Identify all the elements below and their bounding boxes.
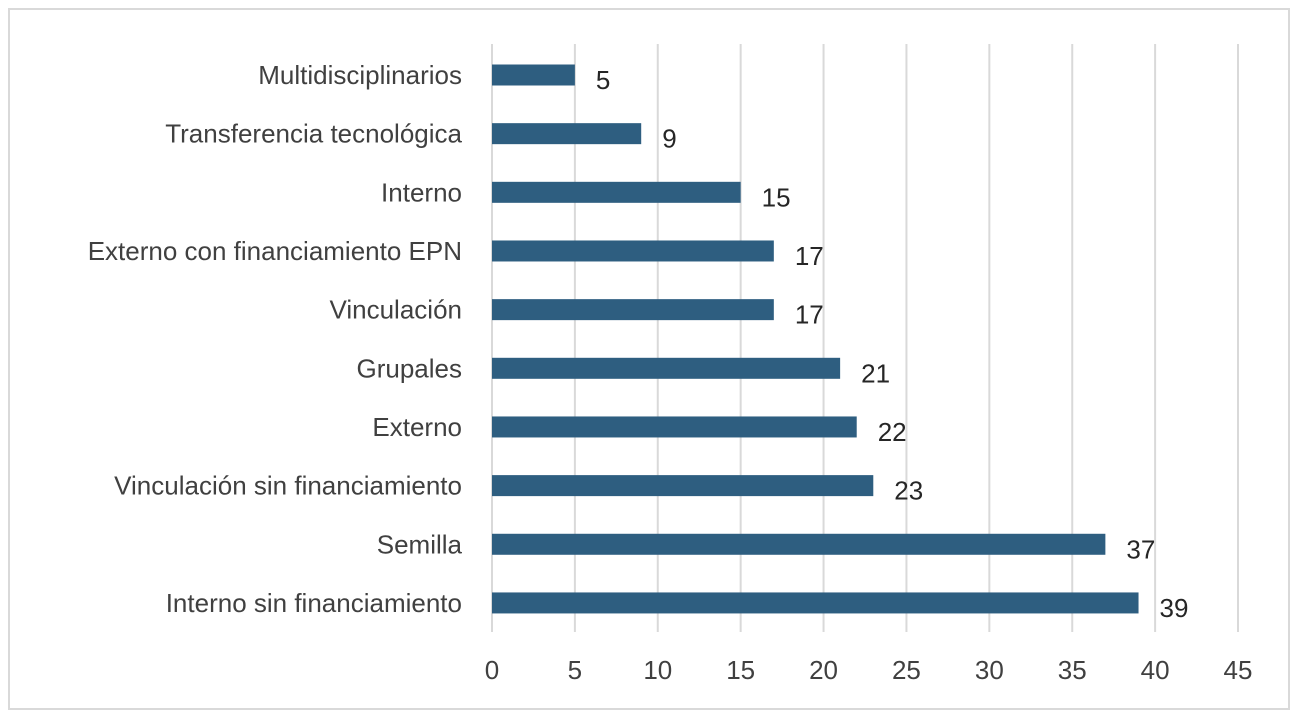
- data-label: 9: [662, 124, 676, 154]
- bar: [492, 299, 774, 321]
- bar: [492, 64, 575, 86]
- category-label: Semilla: [377, 529, 463, 559]
- bar: [492, 357, 841, 379]
- x-tick-label: 25: [892, 655, 921, 685]
- category-label: Vinculación sin financiamiento: [114, 471, 462, 501]
- bar: [492, 592, 1139, 614]
- bar: [492, 416, 857, 438]
- bar: [492, 240, 774, 262]
- category-label: Externo: [372, 412, 462, 442]
- data-label: 22: [878, 417, 907, 447]
- data-label: 21: [861, 358, 890, 388]
- data-label: 15: [762, 182, 791, 212]
- labels: 0 5 10 15 20 25 30 35 40 45 Multidisciplinarios 5 Tr…: [88, 60, 1253, 685]
- category-label: Interno sin financiamiento: [166, 588, 462, 618]
- data-label: 17: [795, 241, 824, 271]
- bar: [492, 123, 642, 145]
- bars: [492, 64, 1139, 614]
- category-label: Multidisciplinarios: [258, 60, 462, 90]
- data-label: 17: [795, 300, 824, 330]
- data-label: 39: [1160, 593, 1189, 623]
- bar: [492, 475, 874, 497]
- data-label: 5: [596, 65, 610, 95]
- x-tick-label: 30: [975, 655, 1004, 685]
- x-tick-label: 0: [485, 655, 499, 685]
- data-label: 37: [1126, 534, 1155, 564]
- x-tick-label: 35: [1058, 655, 1087, 685]
- x-tick-label: 10: [643, 655, 672, 685]
- x-tick-label: 5: [568, 655, 582, 685]
- x-tick-label: 15: [726, 655, 755, 685]
- bar: [492, 533, 1106, 555]
- category-label: Vinculación: [329, 295, 462, 325]
- data-label: 23: [894, 476, 923, 506]
- category-label: Interno: [381, 177, 462, 207]
- x-tick-label: 20: [809, 655, 838, 685]
- category-label: Externo con financiamiento EPN: [88, 236, 462, 266]
- category-label: Transferencia tecnológica: [165, 119, 462, 149]
- bar: [492, 181, 741, 203]
- x-tick-label: 45: [1224, 655, 1253, 685]
- category-label: Grupales: [357, 353, 463, 383]
- x-tick-label: 40: [1141, 655, 1170, 685]
